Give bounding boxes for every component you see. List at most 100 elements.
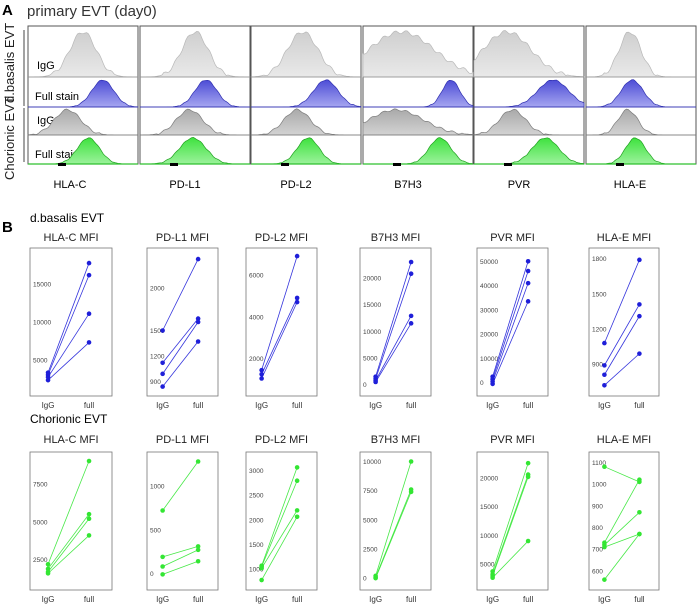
chart-title: PVR MFI (490, 434, 535, 446)
chart-frame (588, 247, 660, 397)
histogram-curve (586, 31, 696, 78)
data-point (490, 575, 495, 580)
series-line (604, 259, 640, 344)
chart-title: PD-L1 MFI (156, 434, 209, 446)
data-point (637, 313, 642, 319)
mfi-chart: B7H3 MFI 0 2500 5000 7500 10000 IgG full (359, 434, 432, 604)
series-line (604, 479, 640, 543)
series-line (261, 480, 298, 567)
series-line (375, 461, 412, 576)
panel-a-letter: A (2, 2, 13, 19)
series-line (492, 476, 529, 577)
series-line (492, 283, 529, 382)
series-line (162, 258, 199, 331)
mfi-chart: PD-L2 MFI 2000 4000 6000 IgG full (245, 232, 318, 410)
series-line (604, 466, 640, 483)
marker-label-pd-l1: PD-L1 (169, 179, 200, 191)
data-point (294, 478, 300, 484)
chart-title: HLA-E MFI (597, 434, 651, 446)
data-point (160, 572, 165, 577)
chart-title: B7H3 MFI (371, 434, 421, 446)
data-point (294, 465, 300, 470)
y-tick-label: 1000 (249, 567, 264, 574)
series-line (492, 261, 529, 377)
y-tick-label: 1800 (592, 256, 607, 263)
mfi-chart: PD-L2 MFI 1000 1500 2000 2500 3000 IgG full (245, 434, 318, 604)
chart-frame (359, 451, 432, 591)
histogram-curve (586, 79, 696, 108)
y-tick-label: 10000 (480, 533, 498, 540)
series-line (375, 489, 412, 578)
data-point (602, 340, 607, 346)
data-point (525, 460, 531, 466)
data-point (86, 311, 92, 316)
x-tick-label: full (84, 595, 94, 604)
histogram-curve (362, 108, 474, 136)
data-point (160, 564, 165, 569)
series-line (375, 323, 412, 383)
series-line (261, 467, 298, 566)
row-label-full-2: Full stain (35, 149, 79, 161)
series-line (47, 535, 90, 574)
panel-a-title: primary EVT (day0) (27, 3, 157, 20)
series-line (375, 261, 412, 377)
histogram-tick-mark (504, 163, 512, 166)
y-tick-label: 1200 (592, 327, 607, 334)
y-tick-label: 900 (592, 362, 603, 369)
chart-frame (359, 247, 432, 397)
chart-title: HLA-C MFI (44, 232, 99, 244)
data-point (525, 258, 531, 264)
series-line (492, 270, 529, 380)
y-tick-label: 800 (592, 525, 603, 532)
data-point (45, 561, 51, 567)
data-point (160, 384, 165, 389)
series-line (261, 516, 298, 581)
chart-frame (476, 247, 549, 397)
chart-frame (29, 247, 113, 397)
histogram-curve (474, 79, 585, 108)
data-point (602, 577, 607, 582)
data-point (408, 313, 414, 319)
series-line (492, 540, 529, 578)
data-point (160, 371, 165, 377)
x-tick-label: full (634, 401, 644, 410)
y-tick-label: 1500 (249, 542, 264, 549)
series-line (47, 275, 90, 376)
y-tick-label: 500 (150, 527, 161, 534)
data-point (602, 464, 607, 469)
y-tick-label: 10000 (33, 320, 51, 327)
x-tick-label: full (292, 401, 302, 410)
y-tick-label: 6000 (249, 272, 264, 279)
data-point (195, 547, 201, 553)
data-point (86, 458, 92, 464)
y-tick-label: 0 (150, 571, 154, 578)
data-point (637, 351, 642, 356)
data-point (45, 377, 51, 383)
data-point (294, 508, 300, 513)
marker-label-b7h3: B7H3 (394, 179, 422, 191)
mfi-chart: HLA-E MFI 900 1200 1500 1800 IgG full (588, 232, 660, 410)
x-tick-label: full (523, 401, 533, 410)
y-tick-label: 20000 (480, 332, 498, 339)
y-tick-label: 5000 (33, 357, 48, 364)
series-line (604, 533, 640, 580)
y-tick-label: 15000 (33, 282, 51, 289)
series-line (47, 262, 90, 373)
histogram-curve (586, 137, 696, 165)
chart-title: B7H3 MFI (371, 232, 421, 244)
histogram-curve (473, 108, 584, 136)
x-tick-label: IgG (42, 595, 55, 604)
data-point (525, 268, 531, 274)
histogram-curve (363, 137, 474, 165)
chart-frame (29, 451, 113, 591)
histogram-curve (250, 108, 361, 136)
data-point (408, 459, 414, 464)
y-tick-label: 15000 (480, 504, 498, 511)
data-point (86, 533, 92, 538)
group-title-basalis: d.basalis EVT (30, 211, 105, 225)
chart-frame (245, 247, 318, 397)
chart-title: HLA-E MFI (597, 232, 651, 244)
series-line (604, 315, 640, 375)
data-point (294, 514, 300, 520)
